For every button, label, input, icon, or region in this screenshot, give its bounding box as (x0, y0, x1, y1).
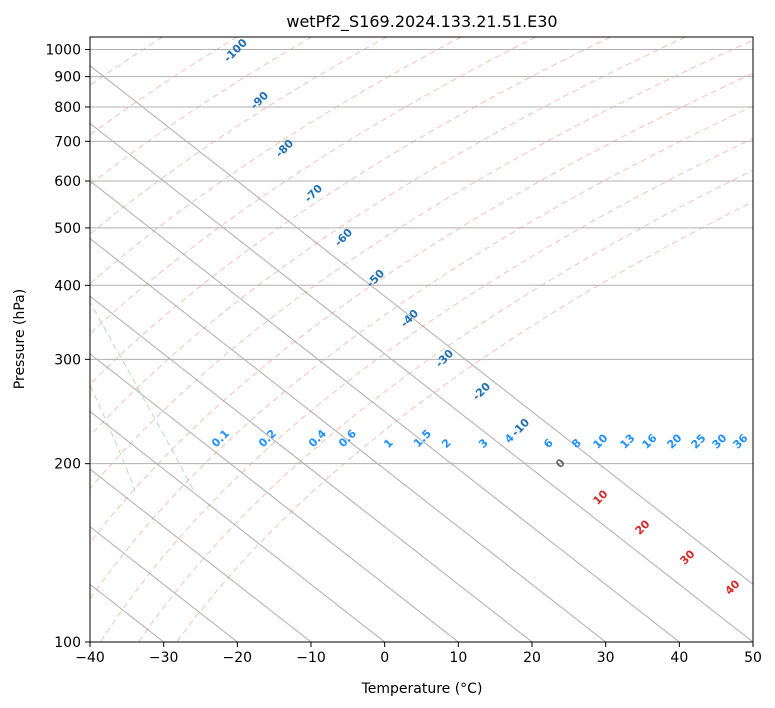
y-tick-label: 900 (54, 70, 81, 86)
theta-e-label: -40 (398, 307, 421, 330)
dry-adiabat (90, 37, 611, 386)
skewed-isotherm (90, 65, 753, 586)
axes-ticks: −40 −30 −20 −10 0 10 20 30 40 5010020030040050060… (45, 43, 762, 666)
skewed-isotherm (90, 238, 606, 642)
y-tick-label: 500 (54, 221, 81, 237)
dry-adiabat (90, 37, 238, 136)
mixing-ratio-label: 6 (541, 436, 556, 451)
theta-e-label: -70 (302, 182, 325, 205)
mixing-ratio-label: 16 (640, 431, 660, 451)
x-tick-label: −30 (149, 650, 179, 666)
mixing-ratio-label: 3 (476, 436, 491, 451)
theta-e-label: -80 (273, 137, 296, 160)
skewed-isotherm (90, 526, 238, 642)
isotherm-label: 20 (633, 517, 653, 537)
mixing-ratio-label: 25 (689, 432, 709, 452)
y-tick-label: 700 (54, 134, 81, 150)
dry-adiabat (99, 137, 753, 642)
y-tick-label: 200 (54, 457, 81, 473)
skewed-isotherm (90, 295, 533, 642)
theta-e-label: -50 (364, 267, 387, 290)
theta-e-label: -20 (470, 380, 493, 403)
theta-e-label: -100 (221, 36, 250, 65)
skewed-isotherm (90, 122, 753, 642)
x-tick-label: 40 (670, 650, 688, 666)
x-tick-label: 30 (597, 650, 615, 666)
mixing-ratio-label: 8 (569, 436, 584, 451)
dry-adiabat (90, 37, 462, 285)
mixing-ratio-label: 36 (731, 431, 751, 451)
y-tick-label: 100 (54, 635, 81, 651)
mixing-ratio-label: 30 (710, 431, 730, 451)
mixing-ratio-label: 2 (439, 436, 454, 451)
y-tick-label: 300 (54, 352, 81, 368)
dry-adiabat (90, 37, 313, 186)
moist-adiabat (90, 301, 195, 492)
skewed-isotherm (90, 180, 680, 642)
y-tick-label: 800 (54, 100, 81, 116)
x-tick-label: 20 (523, 650, 541, 666)
dry-adiabat (90, 37, 537, 335)
y-axis-label: Pressure (hPa) (12, 289, 28, 389)
dry-adiabat (138, 169, 753, 642)
plot-frame (89, 36, 754, 643)
mixing-ratio-line (0, 37, 22, 228)
mixing-ratio-label: 0.2 (256, 427, 279, 450)
x-tick-label: 0 (380, 650, 389, 666)
dry-adiabat (90, 39, 753, 490)
isotherm-label: 30 (678, 547, 698, 567)
dry-adiabat (90, 105, 753, 600)
skewed-isotherm (90, 468, 312, 642)
dry-adiabat (176, 201, 753, 642)
skewed-isotherm (90, 410, 385, 642)
mixing-ratio-label: 20 (665, 431, 685, 451)
skewed-isotherm (90, 353, 459, 642)
isotherm-label: 10 (591, 487, 611, 507)
mixing-ratio-label: 13 (618, 432, 638, 452)
x-tick-label: 10 (449, 650, 467, 666)
plot-grid (0, 37, 753, 642)
dry-adiabat (90, 72, 753, 544)
x-tick-label: −10 (296, 650, 326, 666)
x-tick-label: 50 (744, 650, 762, 666)
chart-title: wetPf2_S169.2024.133.21.51.E30 (286, 12, 557, 32)
theta-e-label: -90 (248, 89, 271, 112)
y-tick-label: 1000 (45, 43, 81, 59)
mixing-ratio-line (0, 37, 1, 228)
dry-adiabat (90, 37, 387, 235)
mixing-ratio-label: 0.1 (209, 427, 232, 450)
mixing-ratio-label: 10 (591, 431, 611, 451)
x-tick-label: −40 (75, 650, 105, 666)
mixing-ratio-label: 0.4 (306, 427, 329, 450)
mixing-ratio-label: 1.5 (411, 427, 434, 450)
mixing-ratio-label: 1 (381, 436, 396, 451)
theta-e-label: -10 (509, 416, 532, 439)
moist-adiabat (0, 37, 62, 491)
isotherm-label: 40 (723, 577, 743, 597)
y-tick-label: 400 (54, 278, 81, 294)
x-tick-label: −20 (223, 650, 253, 666)
x-axis-label: Temperature (°C) (361, 681, 483, 697)
y-tick-label: 600 (54, 174, 81, 190)
theta-e-label: -60 (332, 226, 355, 249)
